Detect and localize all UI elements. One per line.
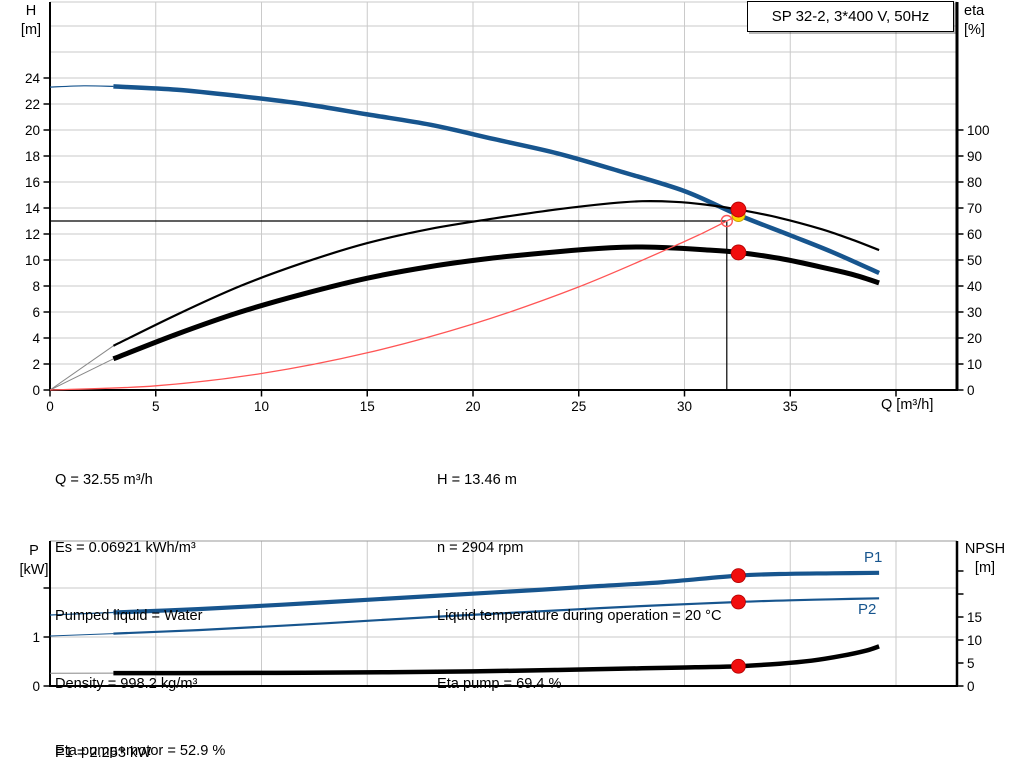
info-line-density: Density = 998.2 kg/m³ bbox=[55, 675, 198, 692]
eta-pump-curve bbox=[112, 200, 880, 347]
npsh-axis-symbol: NPSH bbox=[964, 541, 1006, 557]
eta-pump-motor-point-marker bbox=[730, 244, 747, 261]
left-axis-tick-label: 14 bbox=[25, 201, 41, 216]
eta-pump-motor-lead bbox=[49, 358, 114, 391]
power-axis-title: P [kW] bbox=[14, 542, 54, 580]
right-axis-tick-label: 30 bbox=[967, 305, 982, 320]
right-axis-tick-label: 50 bbox=[967, 253, 982, 268]
head-axis-unit: [m] bbox=[20, 22, 42, 38]
right-axis-tick-label: 15 bbox=[967, 610, 982, 625]
left-axis-tick-label: 8 bbox=[32, 279, 40, 294]
x-axis-tick-label: 15 bbox=[360, 399, 375, 414]
eta-pump-point-marker bbox=[730, 201, 747, 218]
power-info: P1 = 2.253 kW P2 = 1.715 kW NPSH = 4.3 m bbox=[55, 697, 151, 781]
info-line-temperature: Liquid temperature during operation = 20… bbox=[437, 607, 722, 624]
right-axis-tick-label: 70 bbox=[967, 201, 982, 216]
duty-ref-intersection-marker bbox=[720, 214, 733, 228]
p1-curve-lead bbox=[49, 611, 114, 616]
p1-curve bbox=[113, 570, 880, 615]
x-axis-tick-label: 35 bbox=[783, 399, 798, 414]
eta-axis-symbol: eta bbox=[964, 3, 985, 19]
npsh-axis-title: NPSH [m] bbox=[956, 540, 1014, 578]
left-axis-tick-label: 10 bbox=[25, 253, 40, 268]
p1-point-marker bbox=[731, 568, 746, 584]
x-axis-tick-label: 0 bbox=[46, 399, 54, 414]
npsh-point-marker bbox=[731, 658, 746, 674]
npsh-curve bbox=[113, 644, 880, 676]
p2-curve-label: P2 bbox=[858, 601, 877, 618]
head-curve-lead bbox=[49, 85, 114, 88]
right-axis-tick-label: 60 bbox=[967, 227, 982, 242]
info-line-h: H = 13.46 m bbox=[437, 472, 517, 489]
duty-info-right: H = 13.46 m n = 2904 rpm Liquid temperat… bbox=[437, 424, 722, 740]
left-axis-tick-label: 0 bbox=[32, 383, 40, 398]
right-axis-tick-label: 0 bbox=[967, 679, 975, 694]
pump-type-title-box: SP 32-2, 3*400 V, 50Hz bbox=[747, 1, 954, 32]
right-axis-tick-label: 80 bbox=[967, 175, 982, 190]
eta-pump-motor-curve bbox=[112, 244, 880, 362]
eta-pump-lead bbox=[49, 345, 114, 391]
right-axis-tick-label: 20 bbox=[967, 331, 982, 346]
x-axis-tick-label: 10 bbox=[254, 399, 269, 414]
right-axis-tick-label: 0 bbox=[967, 383, 975, 398]
info-line-es: Es = 0.06921 kWh/m³ bbox=[55, 539, 196, 556]
power-axis-symbol: P bbox=[29, 543, 39, 559]
info-line-liquid: Pumped liquid = Water bbox=[55, 607, 203, 624]
info-line-q: Q = 32.55 m³/h bbox=[55, 472, 153, 489]
info-line-eta-pump: Eta pump = 69.4 % bbox=[437, 675, 562, 692]
right-axis-tick-label: 10 bbox=[967, 357, 982, 372]
p1-curve-label: P1 bbox=[864, 549, 883, 566]
p2-point-marker bbox=[731, 594, 746, 610]
power-axis-unit: [kW] bbox=[19, 562, 49, 578]
right-axis-tick-label: 100 bbox=[967, 123, 990, 138]
left-axis-tick-label: 6 bbox=[32, 305, 40, 320]
left-axis-tick-label: 1 bbox=[32, 630, 40, 645]
duty-info-left: Q = 32.55 m³/h Es = 0.06921 kWh/m³ Pumpe… bbox=[55, 424, 225, 781]
eta-axis-title: eta [%] bbox=[964, 2, 1008, 40]
npsh-axis-unit: [m] bbox=[974, 560, 996, 576]
x-axis-tick-label: 20 bbox=[465, 399, 480, 414]
flow-axis-label: Q [m³/h] bbox=[881, 397, 934, 413]
left-axis-tick-label: 0 bbox=[32, 679, 40, 694]
left-axis-tick-label: 12 bbox=[25, 227, 40, 242]
system-curve bbox=[49, 214, 739, 391]
left-axis-tick-label: 4 bbox=[32, 331, 40, 346]
head-axis-title: H [m] bbox=[12, 2, 50, 40]
head-curve bbox=[113, 84, 881, 276]
eta-axis-unit: [%] bbox=[964, 22, 985, 38]
left-axis-tick-label: 2 bbox=[32, 357, 40, 372]
left-axis-tick-label: 16 bbox=[25, 175, 40, 190]
right-axis-tick-label: 90 bbox=[967, 149, 982, 164]
right-axis-tick-label: 40 bbox=[967, 279, 982, 294]
info-line-n: n = 2904 rpm bbox=[437, 539, 524, 556]
left-axis-tick-label: 20 bbox=[25, 123, 40, 138]
right-axis-tick-label: 10 bbox=[967, 633, 982, 648]
x-axis-tick-label: 25 bbox=[571, 399, 586, 414]
info-line-p1: P1 = 2.253 kW bbox=[55, 745, 152, 762]
x-axis-tick-label: 30 bbox=[677, 399, 692, 414]
left-axis-tick-label: 22 bbox=[25, 97, 40, 112]
p2-curve-lead bbox=[49, 633, 114, 637]
x-axis-tick-label: 5 bbox=[152, 399, 160, 414]
right-axis-tick-label: 5 bbox=[967, 656, 975, 671]
p2-curve bbox=[113, 597, 880, 635]
head-axis-symbol: H bbox=[25, 3, 37, 19]
info-line-eta-pump-motor: Eta pump+motor = 52.9 % bbox=[55, 743, 226, 760]
left-axis-tick-label: 18 bbox=[25, 149, 40, 164]
left-axis-tick-label: 24 bbox=[25, 71, 41, 86]
